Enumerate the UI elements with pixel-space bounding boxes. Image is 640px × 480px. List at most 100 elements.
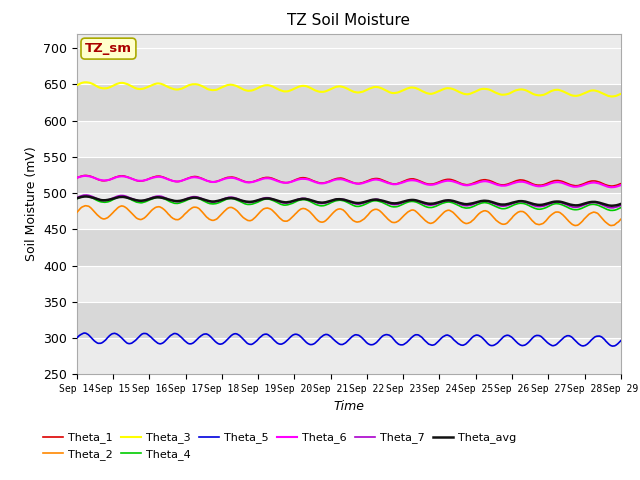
Theta_1: [84, 173, 92, 179]
Theta_6: [617, 182, 625, 188]
Legend: Theta_1, Theta_2, Theta_3, Theta_4, Theta_5, Theta_6, Theta_7, Theta_avg: Theta_1, Theta_2, Theta_3, Theta_4, Thet…: [39, 428, 520, 464]
Theta_avg: [617, 201, 625, 207]
Theta_4: [431, 204, 439, 209]
Theta_6: [223, 175, 231, 181]
Theta_6: [84, 173, 92, 179]
Y-axis label: Soil Moisture (mV): Soil Moisture (mV): [24, 146, 38, 262]
Theta_2: [617, 216, 625, 222]
Text: TZ_sm: TZ_sm: [85, 42, 132, 55]
Bar: [77, 120, 621, 157]
Theta_1: [431, 180, 439, 186]
Line: Theta_5: Theta_5: [77, 333, 621, 346]
Theta_2: [607, 223, 615, 228]
Line: Theta_avg: Theta_avg: [77, 196, 621, 206]
Theta_1: [608, 183, 616, 189]
Theta_avg: [84, 194, 92, 200]
Theta_5: [609, 343, 616, 349]
Theta_5: [73, 335, 81, 341]
Theta_avg: [608, 203, 616, 209]
Theta_4: [608, 207, 616, 213]
Theta_5: [223, 336, 231, 342]
Theta_2: [195, 205, 202, 211]
Theta_5: [81, 330, 88, 336]
Theta_3: [608, 94, 616, 99]
Theta_avg: [83, 193, 90, 199]
Theta_7: [223, 195, 231, 201]
Theta_4: [416, 201, 424, 206]
Theta_4: [195, 196, 202, 202]
Theta_3: [416, 87, 424, 93]
Theta_4: [140, 200, 147, 205]
Theta_1: [140, 178, 147, 183]
Theta_6: [431, 181, 439, 187]
Theta_3: [617, 91, 625, 97]
Bar: [77, 338, 621, 374]
Theta_1: [82, 173, 90, 179]
Bar: [77, 229, 621, 265]
Theta_6: [195, 175, 202, 180]
Theta_5: [140, 331, 147, 336]
Theta_5: [431, 341, 439, 347]
Theta_2: [431, 218, 439, 224]
Theta_4: [73, 196, 81, 202]
Theta_3: [140, 86, 147, 92]
Theta_2: [84, 203, 92, 209]
Line: Theta_2: Theta_2: [77, 206, 621, 226]
Bar: [77, 157, 621, 193]
Theta_1: [73, 175, 81, 180]
Theta_2: [416, 212, 424, 218]
Theta_2: [223, 205, 231, 211]
Theta_3: [431, 90, 439, 96]
Theta_4: [84, 193, 92, 199]
Theta_5: [195, 335, 202, 341]
Theta_7: [416, 199, 424, 204]
Bar: [77, 193, 621, 229]
Theta_avg: [431, 200, 439, 206]
Theta_avg: [223, 195, 231, 201]
X-axis label: Time: Time: [333, 400, 364, 413]
Theta_2: [140, 216, 147, 221]
Bar: [77, 265, 621, 302]
Bar: [77, 48, 621, 84]
Theta_6: [416, 179, 424, 185]
Theta_7: [431, 202, 439, 207]
Theta_6: [140, 178, 147, 183]
Theta_avg: [416, 199, 424, 204]
Line: Theta_7: Theta_7: [77, 195, 621, 208]
Theta_6: [607, 184, 615, 190]
Theta_1: [416, 178, 424, 184]
Theta_7: [140, 198, 147, 204]
Theta_2: [82, 203, 90, 209]
Theta_7: [82, 192, 90, 198]
Theta_4: [82, 193, 90, 199]
Theta_4: [223, 196, 231, 202]
Theta_1: [223, 175, 231, 180]
Bar: [77, 302, 621, 338]
Title: TZ Soil Moisture: TZ Soil Moisture: [287, 13, 410, 28]
Line: Theta_6: Theta_6: [77, 176, 621, 187]
Bar: [77, 84, 621, 120]
Theta_3: [195, 82, 202, 88]
Line: Theta_3: Theta_3: [77, 83, 621, 96]
Theta_2: [73, 210, 81, 216]
Theta_3: [223, 82, 231, 88]
Theta_6: [73, 175, 81, 181]
Theta_5: [84, 331, 92, 337]
Theta_avg: [195, 195, 202, 201]
Theta_avg: [140, 198, 147, 204]
Theta_3: [83, 80, 90, 85]
Theta_3: [73, 83, 81, 88]
Theta_5: [416, 333, 424, 338]
Theta_7: [195, 194, 202, 200]
Theta_7: [84, 192, 92, 198]
Theta_6: [81, 173, 89, 179]
Line: Theta_4: Theta_4: [77, 196, 621, 210]
Theta_5: [617, 338, 625, 344]
Theta_7: [607, 205, 615, 211]
Theta_3: [84, 80, 92, 85]
Theta_1: [195, 174, 202, 180]
Theta_4: [617, 205, 625, 211]
Theta_7: [617, 203, 625, 208]
Theta_1: [617, 181, 625, 187]
Theta_7: [73, 195, 81, 201]
